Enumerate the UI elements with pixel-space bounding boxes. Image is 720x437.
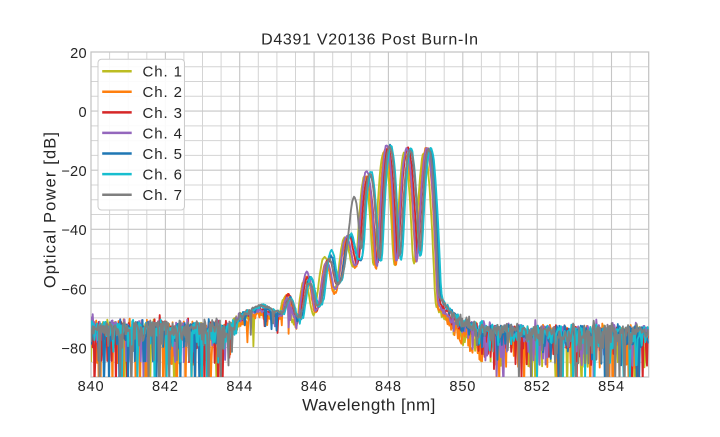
svg-text:0: 0 bbox=[79, 105, 87, 121]
svg-text:854: 854 bbox=[598, 379, 625, 395]
svg-text:840: 840 bbox=[78, 379, 105, 395]
svg-text:−20: −20 bbox=[61, 164, 87, 180]
svg-text:D4391 V20136 Post Burn-In: D4391 V20136 Post Burn-In bbox=[261, 32, 479, 49]
svg-text:Ch. 7: Ch. 7 bbox=[143, 187, 183, 204]
svg-text:Ch. 4: Ch. 4 bbox=[143, 125, 183, 142]
svg-text:Ch. 2: Ch. 2 bbox=[143, 84, 183, 101]
svg-text:Ch. 5: Ch. 5 bbox=[143, 146, 183, 163]
svg-text:848: 848 bbox=[375, 379, 402, 395]
svg-text:Ch. 3: Ch. 3 bbox=[143, 105, 183, 122]
svg-text:844: 844 bbox=[226, 379, 253, 395]
svg-text:−40: −40 bbox=[61, 223, 87, 239]
svg-text:20: 20 bbox=[70, 46, 87, 62]
svg-text:Wavelength [nm]: Wavelength [nm] bbox=[302, 396, 436, 415]
svg-text:Optical Power [dB]: Optical Power [dB] bbox=[42, 131, 60, 288]
svg-text:Ch. 6: Ch. 6 bbox=[143, 167, 183, 184]
svg-text:846: 846 bbox=[301, 379, 328, 395]
svg-text:−60: −60 bbox=[61, 282, 87, 298]
svg-text:850: 850 bbox=[449, 379, 476, 395]
svg-text:−80: −80 bbox=[61, 341, 87, 357]
svg-text:852: 852 bbox=[524, 379, 551, 395]
svg-text:Ch. 1: Ch. 1 bbox=[143, 64, 183, 81]
svg-text:842: 842 bbox=[152, 379, 179, 395]
